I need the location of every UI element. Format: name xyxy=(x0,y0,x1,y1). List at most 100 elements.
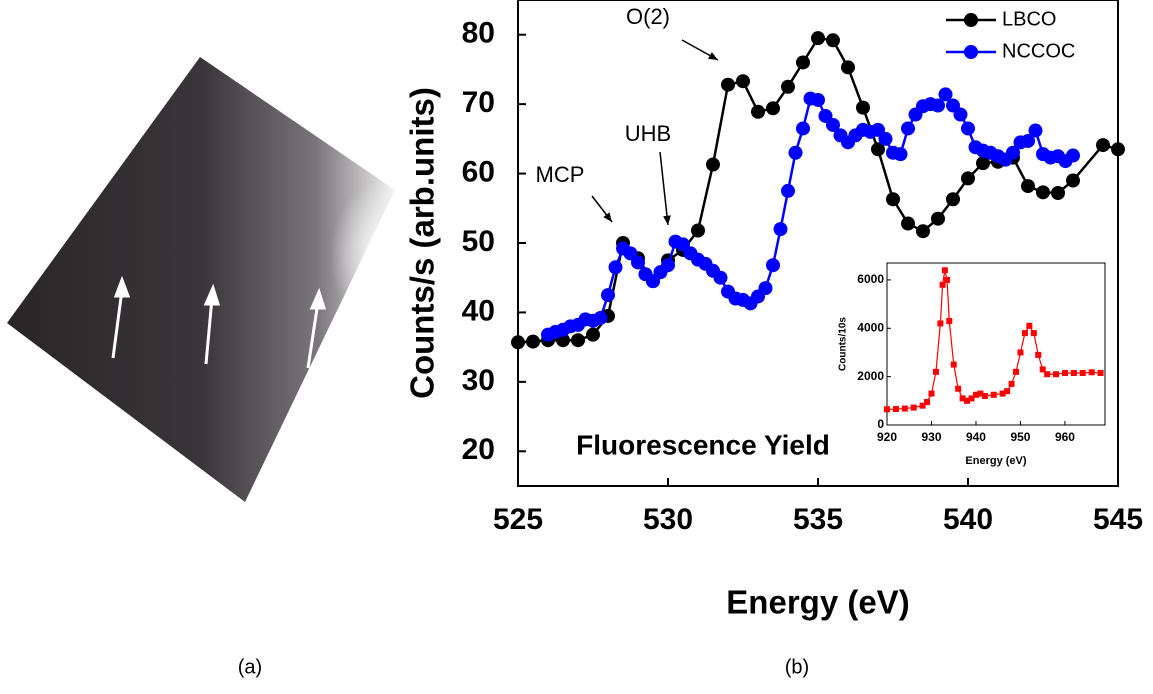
photo xyxy=(7,57,440,502)
marker xyxy=(910,404,917,411)
marker xyxy=(796,55,810,70)
marker xyxy=(1006,145,1020,160)
legend-label: NCCOC xyxy=(1002,40,1075,62)
x-tick-label: 535 xyxy=(793,503,843,536)
marker xyxy=(953,107,968,122)
x-tick-label: 545 xyxy=(1093,503,1143,536)
marker xyxy=(1066,148,1080,163)
marker xyxy=(878,131,893,146)
marker xyxy=(871,142,885,157)
marker xyxy=(1021,179,1035,194)
marker xyxy=(1111,142,1125,157)
marker xyxy=(773,222,788,237)
marker xyxy=(946,318,953,325)
y-tick-label: 20 xyxy=(462,433,495,466)
marker xyxy=(1030,330,1037,337)
x-tick-label: 950 xyxy=(1010,430,1030,444)
annotation-arrowhead xyxy=(663,215,671,225)
y-tick-label: 70 xyxy=(462,86,495,119)
marker xyxy=(916,224,930,239)
y-axis-title: Counts/10s xyxy=(838,317,849,371)
marker xyxy=(1021,133,1035,148)
x-tick-label: 930 xyxy=(921,430,941,444)
annotation-arrowhead xyxy=(708,52,718,60)
marker xyxy=(571,333,585,348)
marker xyxy=(941,267,948,274)
marker xyxy=(691,223,705,238)
marker xyxy=(1028,123,1043,138)
y-tick-label: 4000 xyxy=(857,320,884,334)
y-tick-label: 30 xyxy=(462,364,495,397)
marker xyxy=(968,395,975,402)
marker xyxy=(937,320,944,327)
x-tick-label: 530 xyxy=(643,503,693,536)
panel-label: (b) xyxy=(785,656,809,678)
marker xyxy=(977,390,984,397)
photo-arrows xyxy=(111,275,327,369)
marker xyxy=(713,270,728,285)
marker xyxy=(758,281,773,296)
marker xyxy=(901,216,915,231)
plot-frame xyxy=(517,0,1119,487)
marker xyxy=(826,117,840,132)
marker xyxy=(990,391,997,398)
x-axis-title: Energy (eV) xyxy=(726,584,909,621)
photo-surface xyxy=(7,57,395,502)
marker xyxy=(766,258,780,273)
x-axis-title: Energy (eV) xyxy=(965,455,1026,467)
marker xyxy=(1036,185,1050,200)
marker xyxy=(924,399,931,406)
photo-glare xyxy=(330,180,440,330)
y-tick-label: 2000 xyxy=(857,369,884,383)
marker xyxy=(1026,322,1033,329)
marker xyxy=(901,121,915,136)
legend-marker xyxy=(964,45,978,59)
marker xyxy=(811,31,825,46)
marker xyxy=(661,258,675,273)
marker xyxy=(1004,388,1011,395)
marker xyxy=(796,121,810,136)
marker xyxy=(939,281,946,288)
marker xyxy=(893,147,908,162)
marker xyxy=(856,100,870,115)
y-tick-label: 50 xyxy=(462,225,495,258)
marker xyxy=(944,276,951,283)
marker xyxy=(593,310,608,325)
marker xyxy=(1035,351,1042,358)
annotation: Fluorescence Yield xyxy=(576,429,830,460)
marker xyxy=(1044,371,1051,378)
marker xyxy=(959,395,966,402)
legend-label: LBCO xyxy=(1002,8,1056,30)
marker xyxy=(1008,380,1015,387)
marker xyxy=(841,60,855,75)
marker xyxy=(1017,349,1024,356)
x-tick-label: 525 xyxy=(493,503,543,536)
marker xyxy=(932,368,939,375)
x-tick-label: 540 xyxy=(943,503,993,536)
marker xyxy=(1013,368,1020,375)
marker xyxy=(931,211,945,226)
marker xyxy=(586,327,600,342)
marker xyxy=(631,255,645,270)
marker xyxy=(981,392,988,399)
marker xyxy=(1039,366,1046,373)
marker xyxy=(1070,370,1077,377)
plot-frame xyxy=(886,262,1106,426)
marker xyxy=(788,145,803,160)
marker xyxy=(928,390,935,397)
marker xyxy=(706,157,720,172)
marker xyxy=(781,79,795,94)
y-axis-title: Counts/s (arb.units) xyxy=(404,87,441,399)
annotation-arrow xyxy=(659,151,669,226)
y-tick-label: 40 xyxy=(462,294,495,327)
y-tick-label: 6000 xyxy=(857,272,884,286)
legend-marker xyxy=(964,13,978,27)
marker xyxy=(901,405,908,412)
marker xyxy=(1051,186,1065,201)
marker xyxy=(526,334,540,349)
annotation: MCP xyxy=(536,162,585,187)
marker xyxy=(1097,370,1104,377)
marker xyxy=(766,101,780,116)
marker xyxy=(938,87,953,102)
marker xyxy=(1079,370,1086,377)
